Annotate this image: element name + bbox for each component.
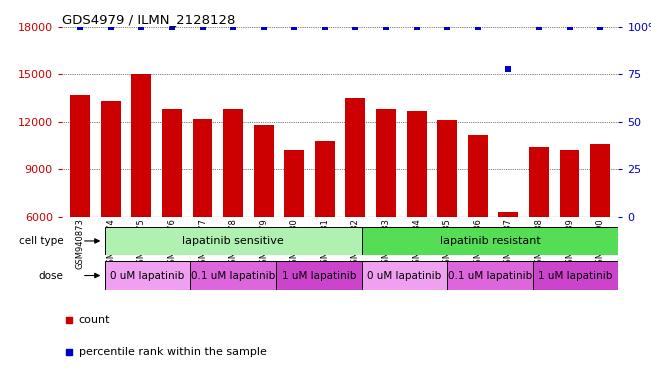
Text: 1 uM lapatinib: 1 uM lapatinib [538, 270, 613, 281]
Point [503, 66, 514, 72]
Bar [315, 141, 335, 312]
Text: GDS4979 / ILMN_2128128: GDS4979 / ILMN_2128128 [62, 13, 235, 26]
Bar [132, 74, 151, 312]
Bar [499, 212, 518, 312]
Text: dose: dose [38, 270, 63, 281]
Bar [447, 261, 533, 290]
Bar [223, 109, 243, 312]
Point [564, 24, 575, 30]
Bar [162, 109, 182, 312]
Bar [346, 98, 365, 312]
Bar [105, 261, 190, 290]
Bar [468, 135, 488, 312]
Point [289, 24, 299, 30]
Bar [254, 125, 273, 312]
Point [75, 24, 85, 30]
Bar [193, 119, 212, 312]
Bar [533, 261, 618, 290]
Point [258, 24, 269, 30]
Bar [590, 144, 610, 312]
Point [381, 24, 391, 30]
Bar [529, 147, 549, 312]
Bar [190, 261, 276, 290]
Point [167, 24, 177, 30]
Bar [284, 151, 304, 312]
Bar [560, 151, 579, 312]
Point [595, 24, 605, 30]
Text: cell type: cell type [19, 236, 63, 246]
Bar [376, 109, 396, 312]
Bar [361, 261, 447, 290]
Point [136, 24, 146, 30]
Bar [407, 111, 426, 312]
Text: percentile rank within the sample: percentile rank within the sample [79, 347, 266, 357]
Point [350, 24, 361, 30]
Text: 0 uM lapatinib: 0 uM lapatinib [367, 270, 441, 281]
Text: 0.1 uM lapatinib: 0.1 uM lapatinib [191, 270, 275, 281]
Bar [70, 95, 90, 312]
Point [197, 24, 208, 30]
Bar [101, 101, 120, 312]
Text: lapatinib sensitive: lapatinib sensitive [182, 236, 284, 246]
Text: lapatinib resistant: lapatinib resistant [439, 236, 540, 246]
Bar [105, 227, 361, 255]
Bar [276, 261, 361, 290]
Bar [437, 120, 457, 312]
Text: 1 uM lapatinib: 1 uM lapatinib [281, 270, 356, 281]
Point [534, 24, 544, 30]
Point [320, 24, 330, 30]
Text: count: count [79, 315, 110, 325]
Point [473, 24, 483, 30]
Point [411, 24, 422, 30]
Point [442, 24, 452, 30]
Point [105, 24, 116, 30]
Text: 0.1 uM lapatinib: 0.1 uM lapatinib [448, 270, 532, 281]
Point [63, 317, 74, 323]
Text: 0 uM lapatinib: 0 uM lapatinib [111, 270, 185, 281]
Bar [361, 227, 618, 255]
Point [228, 24, 238, 30]
Point [63, 349, 74, 355]
